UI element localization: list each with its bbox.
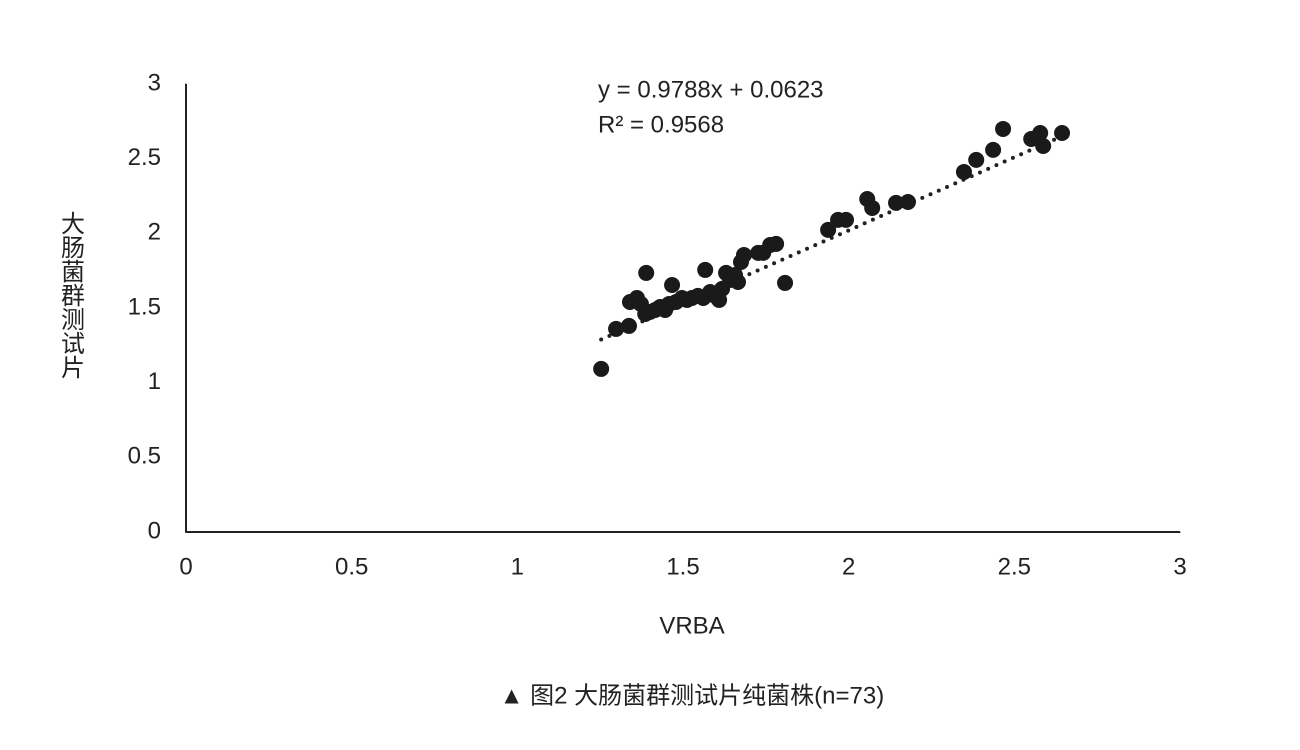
data-point — [620, 317, 637, 334]
data-point — [1054, 124, 1071, 141]
equation: y = 0.9788x + 0.0623 — [598, 76, 824, 103]
y-axis-label: 大肠菌群测试片 — [57, 211, 85, 379]
data-point — [985, 141, 1002, 158]
data-point — [968, 151, 985, 168]
y-tick-label: 1.5 — [128, 293, 161, 320]
data-point — [888, 194, 905, 211]
x-tick-label: 2 — [842, 553, 855, 580]
trendline — [599, 134, 1065, 342]
y-tick-label: 0 — [148, 517, 161, 544]
data-point — [820, 221, 837, 238]
data-point — [1032, 124, 1049, 141]
data-point — [1035, 137, 1052, 154]
data-point — [730, 274, 747, 291]
y-tick-label: 0.5 — [128, 443, 161, 470]
data-point — [768, 235, 785, 252]
data-point — [838, 211, 855, 228]
x-tick-label: 1.5 — [666, 553, 699, 580]
data-point — [995, 120, 1012, 137]
data-point — [608, 320, 625, 337]
x-tick-label: 0 — [179, 553, 192, 580]
x-tick-label: 0.5 — [335, 553, 368, 580]
y-tick-label: 2 — [148, 219, 161, 246]
data-point — [697, 261, 714, 278]
y-tick-label: 1 — [148, 368, 161, 395]
x-axis-label: VRBA — [659, 612, 724, 639]
data-point — [864, 199, 881, 216]
data-point — [593, 360, 610, 377]
caption: ▲ 图2 大肠菌群测试片纯菌株(n=73) — [500, 682, 884, 709]
r-squared: R² = 0.9568 — [598, 111, 724, 138]
data-point — [955, 163, 972, 180]
data-point — [638, 264, 655, 281]
data-point — [664, 277, 681, 294]
x-tick-label: 3 — [1173, 553, 1186, 580]
data-point — [735, 246, 752, 263]
x-tick-label: 2.5 — [998, 553, 1031, 580]
y-tick-label: 3 — [148, 69, 161, 96]
y-tick-label: 2.5 — [128, 144, 161, 171]
data-point — [777, 274, 794, 291]
x-tick-label: 1 — [511, 553, 524, 580]
data-point — [899, 193, 916, 210]
